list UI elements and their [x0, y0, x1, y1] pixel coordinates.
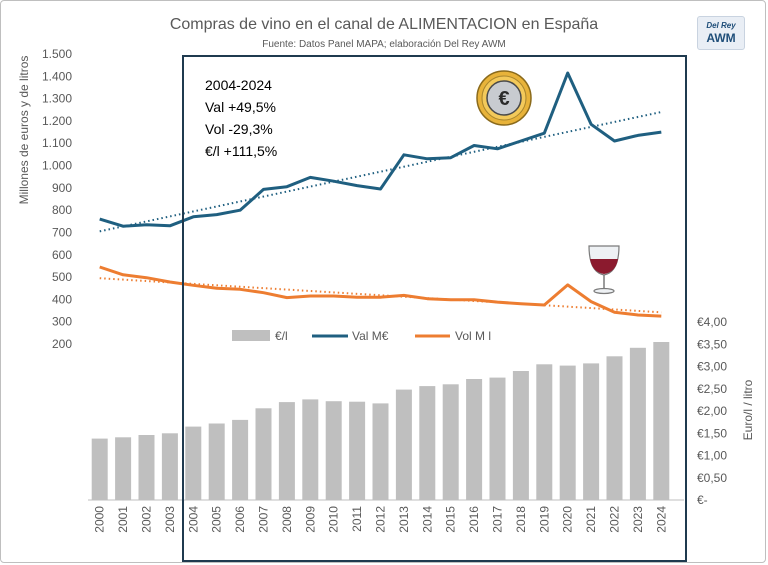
- left-tick-label: 1.200: [42, 114, 72, 128]
- brand-badge: Del Rey AWM: [697, 16, 745, 50]
- x-tick-label: 2009: [303, 506, 317, 533]
- bar-2005: [208, 423, 225, 500]
- bar-2000: [91, 438, 108, 500]
- summary-vol: Vol -29,3%: [205, 121, 273, 137]
- euro-coin-icon: €: [476, 70, 532, 126]
- left-tick-label: 200: [52, 337, 72, 351]
- left-tick-label: 300: [52, 315, 72, 329]
- right-tick-label: €2,50: [697, 382, 727, 396]
- x-tick-label: 2016: [467, 506, 481, 533]
- left-tick-label: 1.500: [42, 47, 72, 61]
- x-tick-label: 2015: [444, 506, 458, 533]
- brand-badge-line2: AWM: [706, 31, 736, 45]
- legend-label-bar: €/l: [275, 329, 288, 343]
- bar-2019: [536, 364, 553, 500]
- left-tick-label: 800: [52, 203, 72, 217]
- bar-2017: [489, 377, 506, 500]
- x-tick-label: 2020: [561, 506, 575, 533]
- bar-2022: [606, 356, 623, 500]
- x-tick-label: 2023: [631, 506, 645, 533]
- left-tick-label: 1.100: [42, 136, 72, 150]
- x-tick-label: 2013: [397, 506, 411, 533]
- x-tick-label: 2018: [514, 506, 528, 533]
- summary-eurl: €/l +111,5%: [205, 143, 277, 159]
- x-tick-label: 2002: [140, 506, 154, 533]
- bar-2024: [653, 342, 670, 500]
- series-line-val: [99, 71, 662, 228]
- bar-2023: [629, 347, 646, 500]
- right-tick-label: €3,50: [697, 337, 727, 351]
- right-tick-label: €4,00: [697, 315, 727, 329]
- left-tick-label: 1.300: [42, 92, 72, 106]
- right-tick-label: €3,00: [697, 360, 727, 374]
- left-tick-label: 400: [52, 292, 72, 306]
- right-tick-label: €-: [697, 493, 708, 507]
- bar-2002: [138, 435, 155, 500]
- bar-2001: [115, 437, 132, 500]
- brand-badge-line1: Del Rey: [706, 21, 736, 30]
- x-tick-label: 2010: [327, 506, 341, 533]
- summary-val: Val +49,5%: [205, 99, 276, 115]
- legend-label-vol: Vol M l: [455, 329, 491, 343]
- bar-2016: [466, 379, 483, 500]
- right-tick-label: €1,50: [697, 426, 727, 440]
- left-tick-label: 700: [52, 226, 72, 240]
- x-tick-label: 2008: [280, 506, 294, 533]
- x-tick-label: 2017: [491, 506, 505, 533]
- bar-2014: [419, 386, 436, 500]
- summary-period: 2004-2024: [205, 77, 272, 93]
- legend: €/l Val M€ Vol M l: [232, 329, 491, 343]
- right-tick-label: €1,00: [697, 449, 727, 463]
- right-tick-label: €2,00: [697, 404, 727, 418]
- x-tick-label: 2012: [374, 506, 388, 533]
- bar-2006: [232, 419, 249, 500]
- bar-2012: [372, 403, 389, 500]
- left-tick-label: 1.000: [42, 159, 72, 173]
- bar-2011: [349, 401, 366, 500]
- trendline-val: [99, 111, 662, 233]
- bar-2010: [325, 401, 342, 500]
- x-tick-label: 2007: [257, 506, 271, 533]
- bar-2021: [583, 363, 600, 500]
- x-tick-label: 2004: [186, 506, 200, 533]
- x-tick-label: 2003: [163, 506, 177, 533]
- bar-2013: [395, 389, 412, 500]
- right-axis-label: Euro/l / litro: [741, 379, 755, 440]
- x-tick-label: 2005: [210, 506, 224, 533]
- legend-label-val: Val M€: [352, 329, 389, 343]
- x-tick-label: 2022: [608, 506, 622, 533]
- x-tick-label: 2001: [116, 506, 130, 533]
- right-tick-label: €0,50: [697, 471, 727, 485]
- legend-swatch-bar: [232, 330, 270, 341]
- left-tick-label: 500: [52, 270, 72, 284]
- bar-2007: [255, 408, 272, 500]
- bar-2009: [302, 399, 319, 500]
- bar-2004: [185, 426, 202, 500]
- left-tick-label: 1.400: [42, 69, 72, 83]
- svg-text:€: €: [498, 88, 509, 110]
- highlight-box: [182, 55, 687, 562]
- bar-2018: [512, 371, 529, 500]
- chart-title: Compras de vino en el canal de ALIMENTAC…: [170, 16, 598, 33]
- bar-2015: [442, 384, 459, 500]
- left-tick-label: 900: [52, 181, 72, 195]
- bar-2020: [559, 365, 576, 500]
- x-tick-label: 2014: [420, 506, 434, 533]
- x-tick-label: 2011: [350, 506, 364, 532]
- bar-2008: [278, 402, 295, 500]
- left-axis-label: Millones de euros y de litros: [17, 56, 31, 205]
- chart-subtitle: Fuente: Datos Panel MAPA; elaboración De…: [262, 39, 505, 50]
- x-tick-label: 2006: [233, 506, 247, 533]
- trendline-vol: [99, 277, 662, 314]
- x-tick-label: 2019: [537, 506, 551, 533]
- left-tick-label: 600: [52, 248, 72, 262]
- x-tick-label: 2021: [584, 506, 598, 533]
- x-tick-label: 2024: [654, 506, 668, 533]
- x-tick-label: 2000: [93, 506, 107, 533]
- series-line-vol: [99, 265, 662, 318]
- bar-2003: [161, 433, 178, 501]
- wine-glass-icon: [588, 245, 620, 295]
